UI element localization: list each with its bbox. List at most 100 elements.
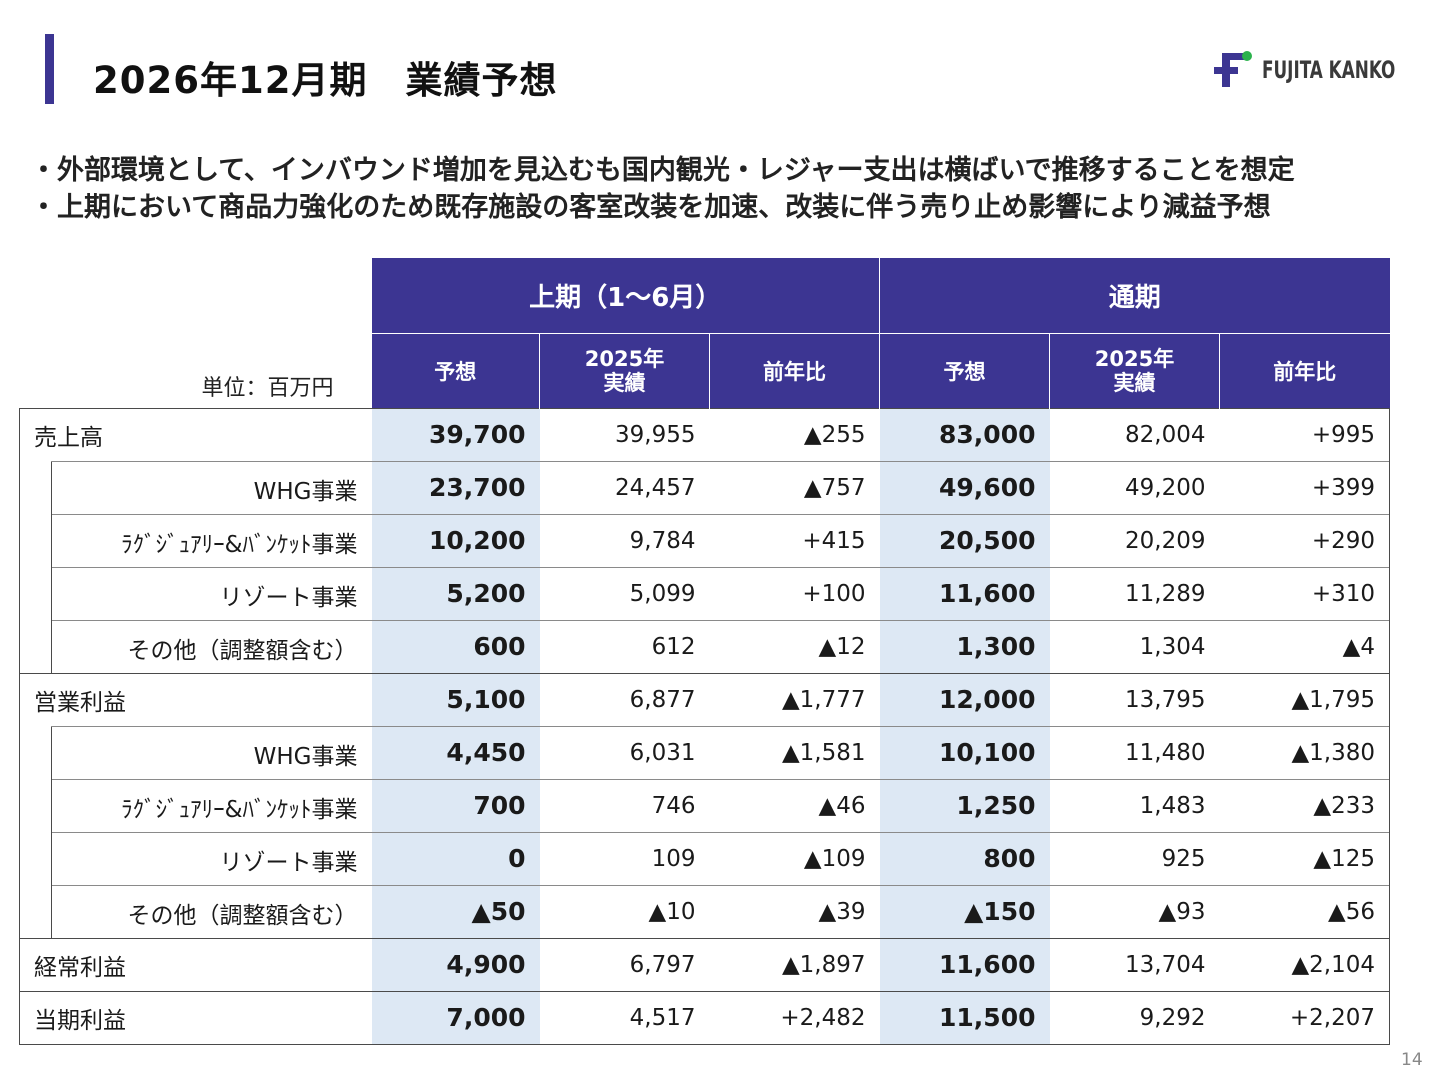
h1-yoy-cell: +100 <box>710 567 880 620</box>
h1-forecast-cell: 4,900 <box>372 938 540 991</box>
fy-actual-cell: 925 <box>1050 832 1220 885</box>
fy-forecast-cell: 11,600 <box>880 938 1050 991</box>
fy-forecast-cell: 11,600 <box>880 567 1050 620</box>
h1-yoy-cell: ▲1,897 <box>710 938 880 991</box>
fy-yoy-cell: ▲2,104 <box>1220 938 1390 991</box>
fy-actual-cell: 11,480 <box>1050 726 1220 779</box>
h1-forecast-cell: 5,200 <box>372 567 540 620</box>
row-sublabel: その他（調整額含む） <box>52 885 372 938</box>
fy-forecast-cell: ▲150 <box>880 885 1050 938</box>
indent-spacer <box>20 779 52 832</box>
fy-forecast-cell: 20,500 <box>880 514 1050 567</box>
table-row: 営業利益 5,100 6,877 ▲1,777 12,000 13,795 ▲1,795 <box>20 673 1390 726</box>
h1-actual-cell: 6,877 <box>540 673 710 726</box>
group-header-full-year: 通期 <box>880 258 1390 333</box>
col-header-yoy: 前年比 <box>710 333 880 408</box>
h1-yoy-cell: ▲109 <box>710 832 880 885</box>
table-row: リゾート事業 5,200 5,099 +100 11,600 11,289 +310 <box>20 567 1390 620</box>
fy-actual-cell: 9,292 <box>1050 991 1220 1044</box>
table-row: WHG事業 4,450 6,031 ▲1,581 10,100 11,480 ▲1,380 <box>20 726 1390 779</box>
fy-yoy-cell: ▲125 <box>1220 832 1390 885</box>
h1-forecast-cell: 700 <box>372 779 540 832</box>
row-sublabel: ﾗｸﾞｼﾞｭｱﾘｰ&ﾊﾞﾝｹｯﾄ事業 <box>52 779 372 832</box>
h1-actual-cell: ▲10 <box>540 885 710 938</box>
row-sublabel: リゾート事業 <box>52 567 372 620</box>
fy-forecast-cell: 12,000 <box>880 673 1050 726</box>
fy-yoy-cell: ▲233 <box>1220 779 1390 832</box>
h1-forecast-cell: 23,700 <box>372 461 540 514</box>
fy-actual-cell: 1,483 <box>1050 779 1220 832</box>
group-header-h1: 上期（1～6月） <box>372 258 880 333</box>
table-row: WHG事業 23,700 24,457 ▲757 49,600 49,200 +399 <box>20 461 1390 514</box>
fy-yoy-cell: ▲1,795 <box>1220 673 1390 726</box>
h1-yoy-cell: +415 <box>710 514 880 567</box>
table-row: その他（調整額含む） ▲50 ▲10 ▲39 ▲150 ▲93 ▲56 <box>20 885 1390 938</box>
indent-spacer <box>20 567 52 620</box>
fy-forecast-cell: 83,000 <box>880 408 1050 461</box>
bullet-item: ・上期において商品力強化のため既存施設の客室改装を加速、改装に伴う売り止め影響に… <box>30 189 1295 226</box>
h1-yoy-cell: ▲757 <box>710 461 880 514</box>
h1-yoy-cell: ▲39 <box>710 885 880 938</box>
fy-yoy-cell: ▲56 <box>1220 885 1390 938</box>
indent-spacer <box>20 832 52 885</box>
fy-actual-cell: 11,289 <box>1050 567 1220 620</box>
table-row: 売上高 39,700 39,955 ▲255 83,000 82,004 +995 <box>20 408 1390 461</box>
h1-yoy-cell: ▲12 <box>710 620 880 673</box>
h1-actual-cell: 4,517 <box>540 991 710 1044</box>
row-sublabel: WHG事業 <box>52 461 372 514</box>
h1-actual-cell: 6,031 <box>540 726 710 779</box>
h1-forecast-cell: ▲50 <box>372 885 540 938</box>
h1-actual-cell: 9,784 <box>540 514 710 567</box>
h1-actual-cell: 39,955 <box>540 408 710 461</box>
fy-actual-cell: 49,200 <box>1050 461 1220 514</box>
fy-forecast-cell: 1,300 <box>880 620 1050 673</box>
table-row: ﾗｸﾞｼﾞｭｱﾘｰ&ﾊﾞﾝｹｯﾄ事業 700 746 ▲46 1,250 1,483 ▲23… <box>20 779 1390 832</box>
col-header-forecast: 予想 <box>880 333 1050 408</box>
h1-yoy-cell: ▲1,777 <box>710 673 880 726</box>
fy-forecast-cell: 49,600 <box>880 461 1050 514</box>
fy-yoy-cell: ▲1,380 <box>1220 726 1390 779</box>
fy-forecast-cell: 10,100 <box>880 726 1050 779</box>
fy-yoy-cell: ▲4 <box>1220 620 1390 673</box>
fujita-logo-icon <box>1212 49 1254 91</box>
table-row: リゾート事業 0 109 ▲109 800 925 ▲125 <box>20 832 1390 885</box>
row-sublabel: その他（調整額含む） <box>52 620 372 673</box>
row-sublabel: WHG事業 <box>52 726 372 779</box>
indent-spacer <box>20 726 52 779</box>
page-title: 2026年12月期 業績予想 <box>93 50 557 104</box>
col-header-yoy: 前年比 <box>1220 333 1390 408</box>
page-number: 14 <box>1401 1050 1423 1070</box>
bullet-item: ・外部環境として、インバウンド増加を見込むも国内観光・レジャー支出は横ばいで推移… <box>30 152 1295 189</box>
table-row: 当期利益 7,000 4,517 +2,482 11,500 9,292 +2,207 <box>20 991 1390 1044</box>
indent-spacer <box>20 514 52 567</box>
row-label: 当期利益 <box>20 991 372 1044</box>
indent-spacer <box>20 461 52 514</box>
row-label: 営業利益 <box>20 673 372 726</box>
unit-label: 単位：百万円 <box>20 258 372 408</box>
h1-actual-cell: 24,457 <box>540 461 710 514</box>
h1-actual-cell: 5,099 <box>540 567 710 620</box>
fy-actual-cell: ▲93 <box>1050 885 1220 938</box>
fy-yoy-cell: +399 <box>1220 461 1390 514</box>
fy-forecast-cell: 1,250 <box>880 779 1050 832</box>
fy-forecast-cell: 800 <box>880 832 1050 885</box>
h1-forecast-cell: 7,000 <box>372 991 540 1044</box>
h1-forecast-cell: 600 <box>372 620 540 673</box>
fy-yoy-cell: +995 <box>1220 408 1390 461</box>
indent-spacer <box>20 885 52 938</box>
h1-yoy-cell: ▲1,581 <box>710 726 880 779</box>
h1-forecast-cell: 0 <box>372 832 540 885</box>
fy-actual-cell: 20,209 <box>1050 514 1220 567</box>
h1-forecast-cell: 4,450 <box>372 726 540 779</box>
fy-actual-cell: 1,304 <box>1050 620 1220 673</box>
h1-forecast-cell: 10,200 <box>372 514 540 567</box>
fy-forecast-cell: 11,500 <box>880 991 1050 1044</box>
h1-actual-cell: 109 <box>540 832 710 885</box>
fy-actual-cell: 82,004 <box>1050 408 1220 461</box>
h1-actual-cell: 6,797 <box>540 938 710 991</box>
table-row: 経常利益 4,900 6,797 ▲1,897 11,600 13,704 ▲2,104 <box>20 938 1390 991</box>
table-row: ﾗｸﾞｼﾞｭｱﾘｰ&ﾊﾞﾝｹｯﾄ事業 10,200 9,784 +415 20,500 2… <box>20 514 1390 567</box>
row-label: 売上高 <box>20 408 372 461</box>
title-accent-bar <box>45 34 54 104</box>
row-sublabel: ﾗｸﾞｼﾞｭｱﾘｰ&ﾊﾞﾝｹｯﾄ事業 <box>52 514 372 567</box>
